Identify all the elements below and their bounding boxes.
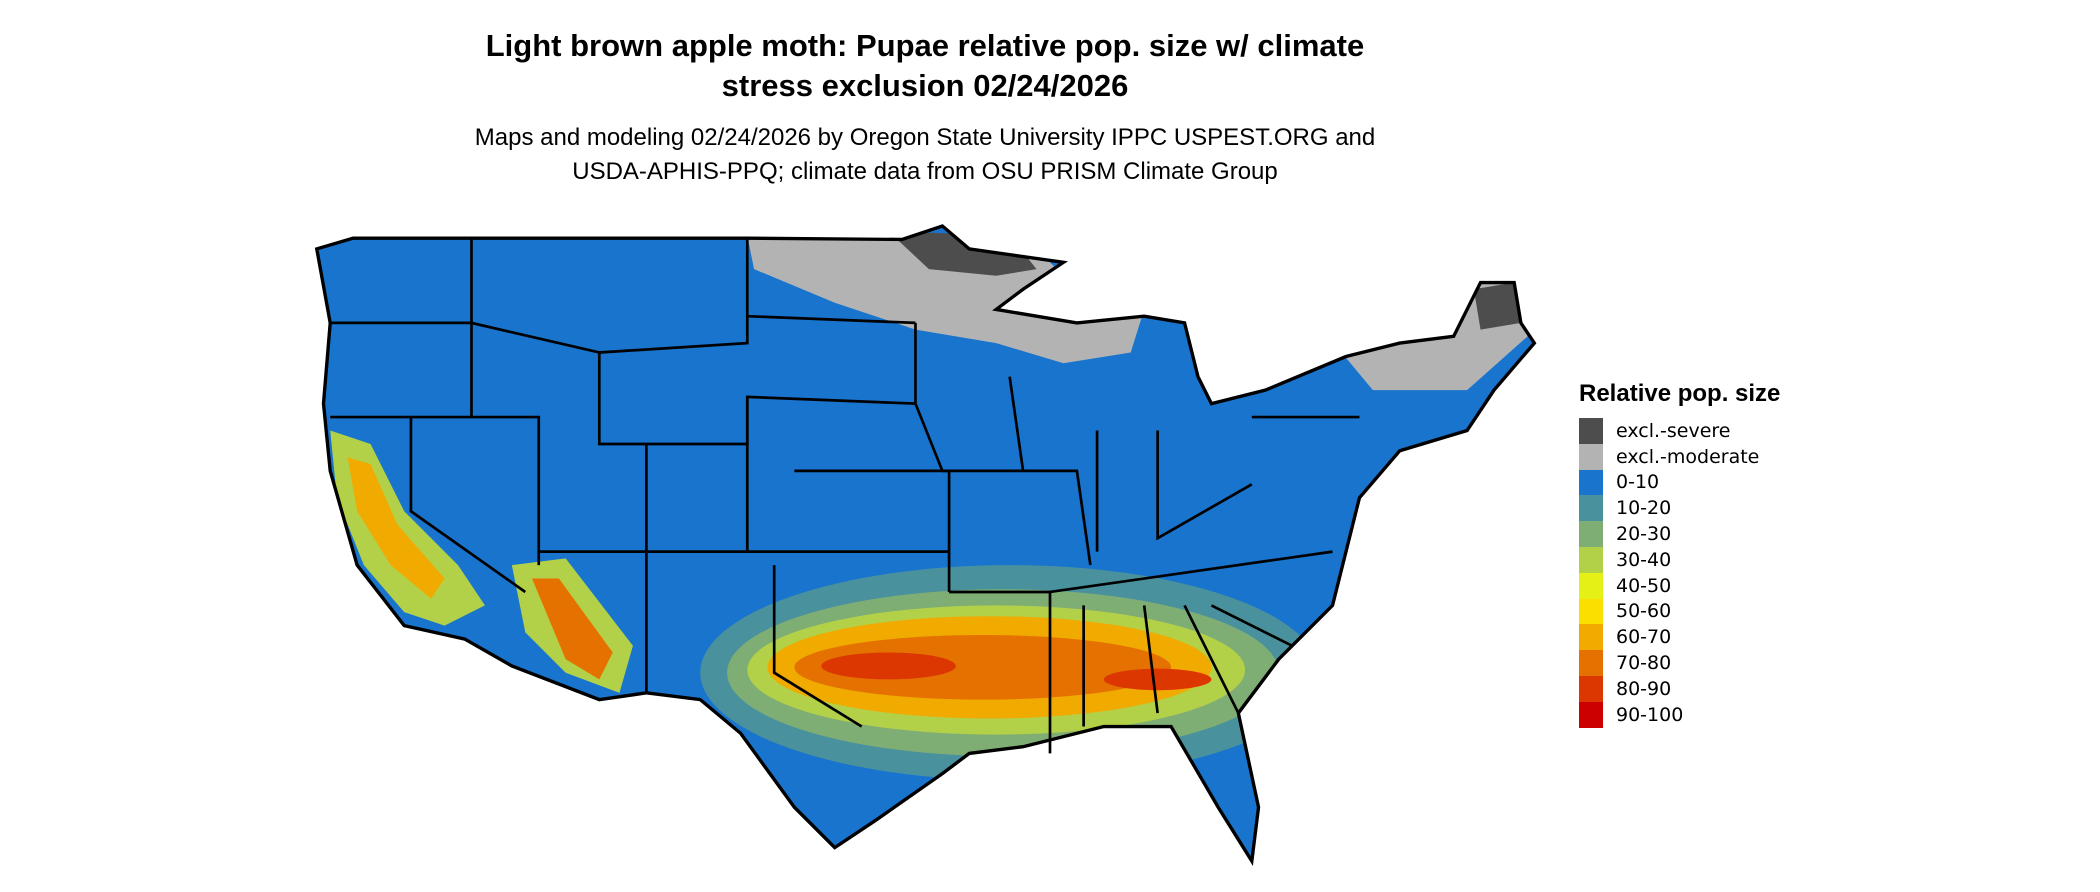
legend-swatch [1579, 521, 1603, 547]
legend-item: 80-90 [1579, 675, 1780, 702]
legend-swatch [1579, 624, 1603, 651]
zone-70-80-arizona [532, 578, 613, 680]
legend-swatch [1579, 546, 1603, 573]
legend-label: 0-10 [1616, 471, 1660, 494]
legend-label: excl.-severe [1616, 419, 1731, 442]
legend: Relative pop. size excl.-severe excl.-mod… [1579, 380, 1780, 728]
legend-item: 40-50 [1579, 572, 1780, 599]
map-subtitle-line2: USDA-APHIS-PPQ; climate data from OSU PR… [572, 158, 1278, 185]
legend-swatch [1579, 598, 1603, 625]
legend-label: 10-20 [1616, 497, 1672, 520]
legend-item: 50-60 [1579, 598, 1780, 625]
legend-label: 50-60 [1616, 600, 1672, 623]
us-border [314, 224, 1537, 866]
legend-item: 10-20 [1579, 495, 1780, 522]
legend-title: Relative pop. size [1579, 380, 1781, 407]
zone-70-80-south [794, 635, 1172, 700]
legend-label: 90-100 [1616, 703, 1684, 726]
legend-item: 30-40 [1579, 546, 1780, 573]
legend-swatch [1579, 495, 1603, 522]
legend-item: 70-80 [1579, 650, 1780, 676]
zone-excl-moderate-north [747, 235, 1145, 364]
legend-item: 60-70 [1579, 624, 1780, 651]
legend-item: excl.-moderate [1579, 443, 1780, 470]
state-borders [330, 238, 1360, 754]
legend-label: 40-50 [1616, 574, 1672, 597]
legend-item: 20-30 [1579, 521, 1780, 547]
legend-label: excl.-moderate [1616, 445, 1760, 468]
legend-swatch [1579, 443, 1603, 470]
legend-label: 60-70 [1616, 626, 1672, 649]
legend-swatch [1579, 418, 1603, 444]
zone-excl-severe-maine [1473, 282, 1521, 330]
legend-swatch [1579, 650, 1603, 676]
legend-swatch [1579, 572, 1603, 599]
map-subtitle-line1: Maps and modeling 02/24/2026 by Oregon S… [474, 124, 1376, 151]
legend-label: 70-80 [1616, 652, 1672, 675]
legend-label: 80-90 [1616, 677, 1672, 700]
legend-swatch [1579, 675, 1603, 702]
legend-label: 20-30 [1616, 523, 1672, 546]
zone-80-90-georgia [1103, 668, 1212, 691]
legend-swatch [1579, 469, 1603, 496]
map-title-line2: stress exclusion 02/24/2026 [721, 68, 1129, 103]
zone-60-70-california [347, 457, 445, 599]
legend-item: excl.-severe [1579, 418, 1780, 444]
legend-label: 30-40 [1616, 548, 1672, 571]
zone-80-90-texas [821, 652, 956, 680]
map-title-line1: Light brown apple moth: Pupae relative p… [485, 28, 1365, 63]
legend-item: 90-100 [1579, 701, 1780, 728]
legend-item: 0-10 [1579, 469, 1780, 496]
legend-swatch [1579, 701, 1603, 728]
